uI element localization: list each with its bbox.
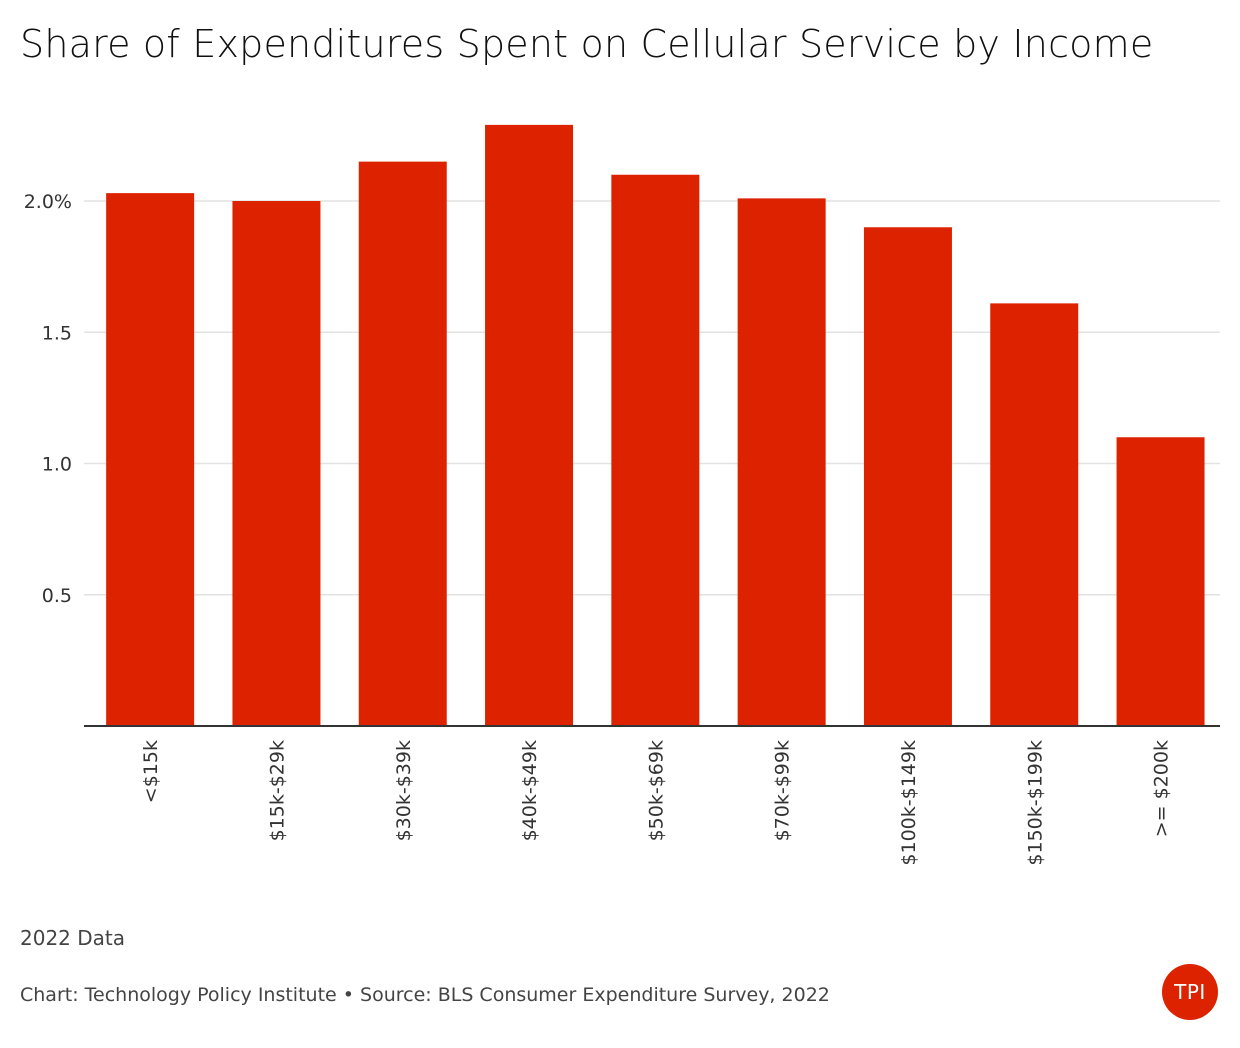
bar (1116, 437, 1205, 726)
y-tick-label: 1.5 (42, 322, 72, 344)
chart-title: Share of Expenditures Spent on Cellular … (20, 22, 1154, 66)
x-category-label: $100k-$149k (898, 740, 920, 866)
bar (106, 193, 195, 726)
x-category-label: $30k-$39k (393, 740, 415, 841)
y-tick-label: 2.0% (24, 191, 72, 213)
tpi-logo: TPI (1162, 964, 1218, 1020)
chart-source-footer: Chart: Technology Policy Institute • Sou… (20, 984, 830, 1006)
x-category-label: $50k-$69k (645, 740, 667, 841)
x-category-label: $15k-$29k (266, 740, 288, 841)
x-category-label: $150k-$199k (1024, 740, 1046, 866)
bar (737, 198, 826, 726)
bar (485, 124, 574, 726)
bar (863, 227, 952, 726)
bar (358, 161, 447, 726)
y-axis-ticks: 0.5 1.0 1.5 2.0% (24, 191, 72, 607)
bar-chart: 0.5 1.0 1.5 2.0% <$15k $15k-$29k $30k-$39k $40… (24, 124, 1220, 866)
bar (232, 201, 321, 726)
data-note: 2022 Data (20, 926, 126, 950)
bar (611, 174, 700, 726)
x-axis-category-labels: <$15k $15k-$29k $30k-$39k $40k-$49k $50k-$69… (140, 740, 1172, 866)
y-tick-label: 1.0 (42, 454, 72, 476)
x-category-label: <$15k (140, 740, 162, 803)
y-tick-label: 0.5 (42, 585, 72, 607)
x-category-label: $40k-$49k (519, 740, 541, 841)
bar (990, 303, 1079, 726)
x-category-label: >= $200k (1151, 740, 1173, 837)
x-category-label: $70k-$99k (772, 740, 794, 841)
bars (106, 124, 1205, 726)
